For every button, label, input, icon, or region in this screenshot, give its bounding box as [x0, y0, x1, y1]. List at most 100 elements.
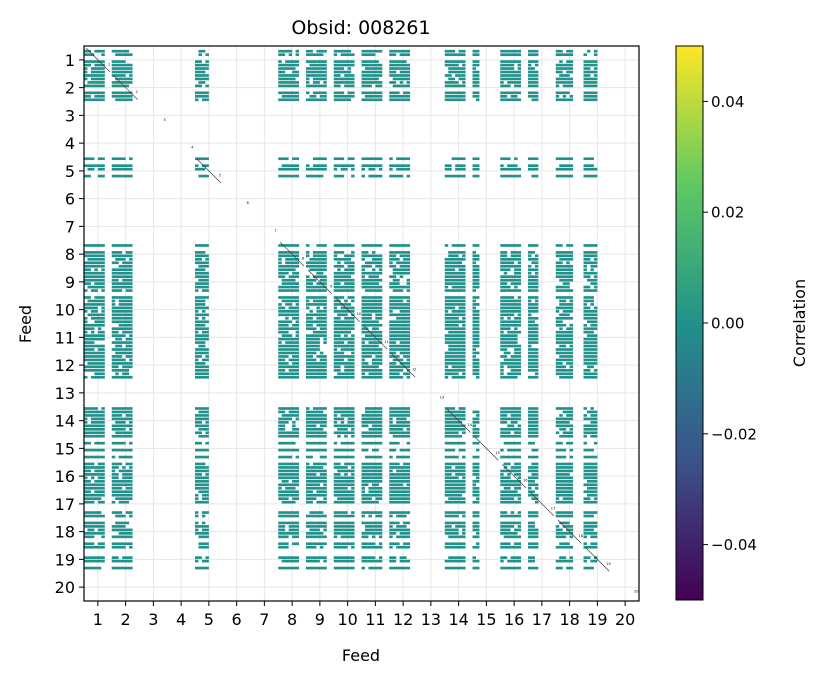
heatmap-cell	[347, 421, 355, 424]
heatmap-cell	[528, 490, 535, 494]
heatmap-cell	[586, 365, 594, 369]
heatmap-cell	[84, 434, 105, 438]
heatmap-cell	[195, 368, 209, 372]
diagonal-label-18: 18	[578, 534, 582, 538]
heatmap-cell	[500, 407, 522, 410]
heatmap-cell	[337, 427, 348, 431]
colorbar-label: Correlation	[790, 279, 809, 367]
heatmap-cell	[333, 466, 348, 469]
heatmap-cell	[569, 556, 574, 559]
heatmap-cell	[555, 372, 574, 376]
heatmap-cell	[333, 483, 355, 487]
heatmap-cell	[118, 455, 133, 459]
heatmap-cell	[586, 334, 598, 337]
heatmap-cell	[278, 362, 289, 365]
heatmap-cell	[195, 84, 202, 88]
heatmap-cell	[333, 289, 355, 292]
heatmap-cell	[555, 167, 574, 171]
heatmap-cell	[528, 542, 539, 546]
heatmap-cell	[288, 525, 300, 528]
heatmap-cell	[555, 417, 574, 421]
heatmap-cell	[566, 261, 570, 265]
heatmap-cell	[500, 545, 522, 549]
heatmap-cell	[472, 337, 480, 341]
heatmap-cell	[371, 358, 383, 362]
heatmap-cell	[458, 306, 466, 310]
heatmap-cell	[458, 268, 466, 272]
heatmap-cell	[306, 70, 327, 74]
heatmap-cell	[500, 289, 522, 292]
heatmap-cell	[306, 313, 327, 317]
heatmap-cell	[361, 476, 383, 480]
heatmap-cell	[389, 424, 411, 428]
heatmap-cell	[361, 497, 372, 501]
heatmap-cell	[125, 337, 133, 341]
heatmap-cell	[569, 365, 574, 369]
heatmap-cell	[90, 77, 105, 81]
heatmap-cell	[195, 355, 202, 358]
heatmap-cell	[323, 306, 327, 310]
heatmap-cell	[333, 410, 355, 414]
heatmap-cell	[472, 559, 480, 563]
heatmap-cell	[201, 521, 206, 525]
heatmap-cell	[351, 351, 355, 355]
heatmap-cell	[389, 566, 411, 570]
heatmap-cell	[472, 77, 480, 81]
heatmap-cell	[364, 261, 383, 265]
heatmap-cell	[129, 421, 133, 424]
x-tick-label-14: 14	[448, 610, 468, 629]
heatmap-cell	[129, 441, 133, 445]
heatmap-cell	[500, 455, 522, 459]
heatmap-cell	[472, 469, 480, 473]
heatmap-cell	[555, 261, 563, 265]
heatmap-cell	[389, 525, 393, 528]
heatmap-cell	[583, 264, 587, 268]
heatmap-cell	[368, 372, 383, 376]
heatmap-cell	[195, 268, 206, 272]
heatmap-cell	[333, 559, 355, 563]
heatmap-cell	[590, 542, 598, 546]
heatmap-cell	[323, 528, 327, 532]
heatmap-cell	[292, 362, 300, 365]
heatmap-cell	[399, 70, 411, 74]
heatmap-cell	[389, 542, 400, 546]
heatmap-cell	[306, 77, 310, 81]
heatmap-cell	[514, 473, 522, 476]
heatmap-cell	[306, 514, 327, 518]
heatmap-cell	[472, 70, 480, 74]
heatmap-cell	[312, 462, 327, 466]
heatmap-cell	[90, 375, 105, 379]
y-tick-label-6: 6	[65, 190, 75, 209]
heatmap-cell	[333, 278, 355, 282]
heatmap-cell	[566, 70, 574, 74]
heatmap-cell	[333, 164, 355, 168]
heatmap-cell	[389, 60, 407, 63]
heatmap-cell	[278, 348, 300, 351]
diagonal-mark-14	[446, 408, 471, 433]
heatmap-cell	[528, 362, 539, 365]
heatmap-cell	[528, 164, 539, 168]
heatmap-cell	[472, 511, 480, 514]
heatmap-cell	[115, 351, 133, 355]
heatmap-cell	[406, 358, 411, 362]
heatmap-cell	[316, 355, 327, 358]
heatmap-cell	[94, 49, 105, 53]
heatmap-cell	[288, 368, 300, 372]
heatmap-cell	[306, 341, 320, 344]
heatmap-cell	[278, 67, 296, 70]
heatmap-cell	[403, 521, 411, 525]
heatmap-cell	[555, 448, 567, 452]
heatmap-cell	[559, 164, 574, 168]
heatmap-cell	[583, 327, 598, 331]
heatmap-cell	[195, 299, 206, 303]
heatmap-cell	[306, 358, 317, 362]
heatmap-cell	[195, 473, 202, 476]
heatmap-cell	[389, 174, 404, 178]
heatmap-cell	[278, 483, 300, 487]
heatmap-cell	[201, 316, 206, 320]
heatmap-cell	[569, 535, 574, 539]
heatmap-cell	[555, 53, 574, 57]
heatmap-cell	[278, 417, 293, 421]
heatmap-cell	[205, 431, 209, 435]
heatmap-cell	[278, 431, 300, 435]
